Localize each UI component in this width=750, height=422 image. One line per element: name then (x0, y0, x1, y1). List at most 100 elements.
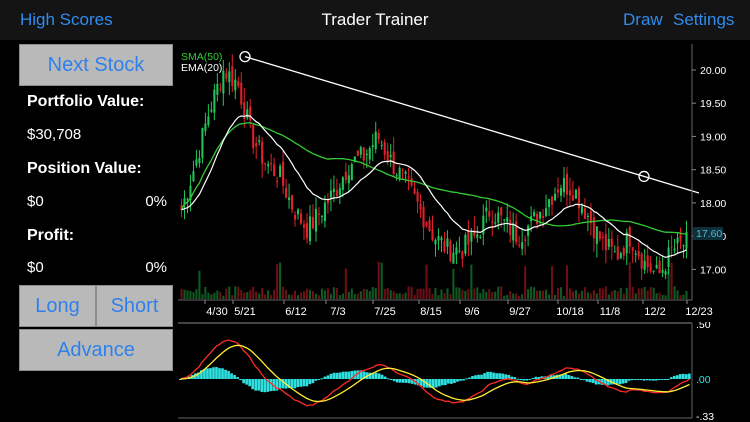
macd-histogram-bar (519, 379, 523, 381)
candle-body (189, 185, 192, 200)
portfolio-value: $30,708 (27, 126, 82, 143)
trend-line-handle-end[interactable] (638, 170, 650, 183)
next-stock-button[interactable]: Next Stock (19, 44, 173, 86)
candle-body (425, 221, 428, 227)
volume-bar (428, 288, 431, 299)
macd-histogram-bar (299, 379, 303, 387)
volume-bar (485, 291, 488, 299)
long-button[interactable]: Long (19, 285, 96, 327)
y-tick-label: 17.00 (700, 264, 726, 276)
draw-link[interactable]: Draw (623, 10, 663, 29)
candle-body (204, 123, 207, 132)
macd-histogram-bar (561, 374, 565, 379)
macd-histogram-bar (666, 379, 670, 380)
candle-body (443, 241, 446, 252)
volume-bar (455, 287, 458, 299)
candle-body (649, 263, 652, 272)
macd-histogram-bar (383, 376, 387, 379)
volume-bar (282, 286, 285, 299)
candle-body (509, 219, 512, 235)
macd-histogram-bar (687, 373, 691, 379)
candle-body (610, 238, 613, 247)
macd-histogram-bar (278, 379, 282, 389)
candle-body (580, 206, 583, 214)
volume-bar (452, 268, 455, 299)
volume-bar (210, 294, 213, 299)
candle-body (294, 214, 297, 220)
candle-body (548, 199, 551, 208)
macd-histogram-bar (356, 370, 360, 379)
candle-body (670, 246, 673, 248)
volume-bar (461, 289, 464, 299)
volume-bar (679, 295, 682, 299)
x-tick-label: 8/15 (420, 306, 441, 318)
macd-histogram-bar (669, 377, 673, 379)
volume-bar (509, 291, 512, 299)
macd-histogram-bar (501, 373, 504, 379)
macd-histogram-bar (287, 379, 291, 389)
macd-histogram-bar (582, 379, 586, 381)
volume-bar (398, 293, 401, 299)
volume-bar (470, 264, 473, 299)
macd-histogram-bar (642, 379, 646, 381)
macd-histogram-bar (588, 379, 592, 383)
volume-bar (518, 295, 521, 299)
volume-bar (222, 295, 225, 299)
advance-button[interactable]: Advance (19, 329, 173, 371)
macd-histogram-bar (495, 373, 498, 379)
candle-body (619, 253, 622, 259)
macd-histogram-bar (525, 379, 529, 381)
volume-bar (192, 292, 195, 299)
macd-histogram-bar (326, 375, 330, 379)
macd-histogram-bar (407, 379, 411, 384)
macd-histogram-bar (395, 379, 399, 383)
candle-body (461, 251, 464, 259)
x-tick-label: 11/8 (600, 306, 621, 318)
volume-bar (464, 290, 467, 299)
macd-histogram-bar (215, 367, 218, 379)
volume-bar (377, 261, 380, 299)
volume-bar (589, 293, 592, 299)
candle-body (279, 166, 282, 178)
macd-histogram-bar (281, 379, 285, 389)
volume-bar (279, 262, 282, 299)
candle-body (249, 106, 252, 121)
candle-body (488, 211, 491, 217)
candle-body (308, 216, 312, 242)
y-tick-label: 19.50 (700, 98, 726, 110)
candle-body (664, 271, 667, 275)
volume-bar (637, 288, 640, 299)
trend-line-handle-start[interactable] (239, 50, 251, 63)
short-button[interactable]: Short (96, 285, 173, 327)
settings-link[interactable]: Settings (673, 10, 735, 29)
high-scores-link[interactable]: High Scores (20, 10, 113, 29)
macd-histogram-bar (510, 376, 514, 379)
candle-body (646, 255, 649, 268)
macd-histogram-bar (456, 379, 459, 382)
sma-50-line (180, 122, 687, 235)
candle-body (374, 131, 377, 150)
macd-histogram-bar (489, 371, 492, 379)
volume-bar (497, 286, 500, 299)
volume-bar (422, 288, 425, 299)
macd-histogram-bar (660, 379, 664, 380)
candle-body (595, 226, 598, 244)
candle-body (305, 223, 309, 239)
candle-body (243, 102, 246, 119)
volume-bar (646, 290, 649, 299)
macd-histogram-bar (338, 372, 342, 379)
volume-bar (616, 291, 619, 299)
macd-histogram-bar (615, 379, 619, 385)
macd-histogram-bar (477, 374, 480, 379)
macd-histogram-bar (290, 379, 294, 389)
volume-bar (503, 295, 506, 299)
candle-body (592, 217, 595, 239)
candle-body (326, 199, 329, 204)
macd-histogram-bar (624, 379, 628, 384)
volume-bar (437, 295, 440, 299)
volume-bar (604, 286, 607, 299)
macd-histogram-bar (314, 379, 318, 381)
candle-body (559, 188, 563, 196)
trend-line[interactable] (244, 56, 700, 194)
